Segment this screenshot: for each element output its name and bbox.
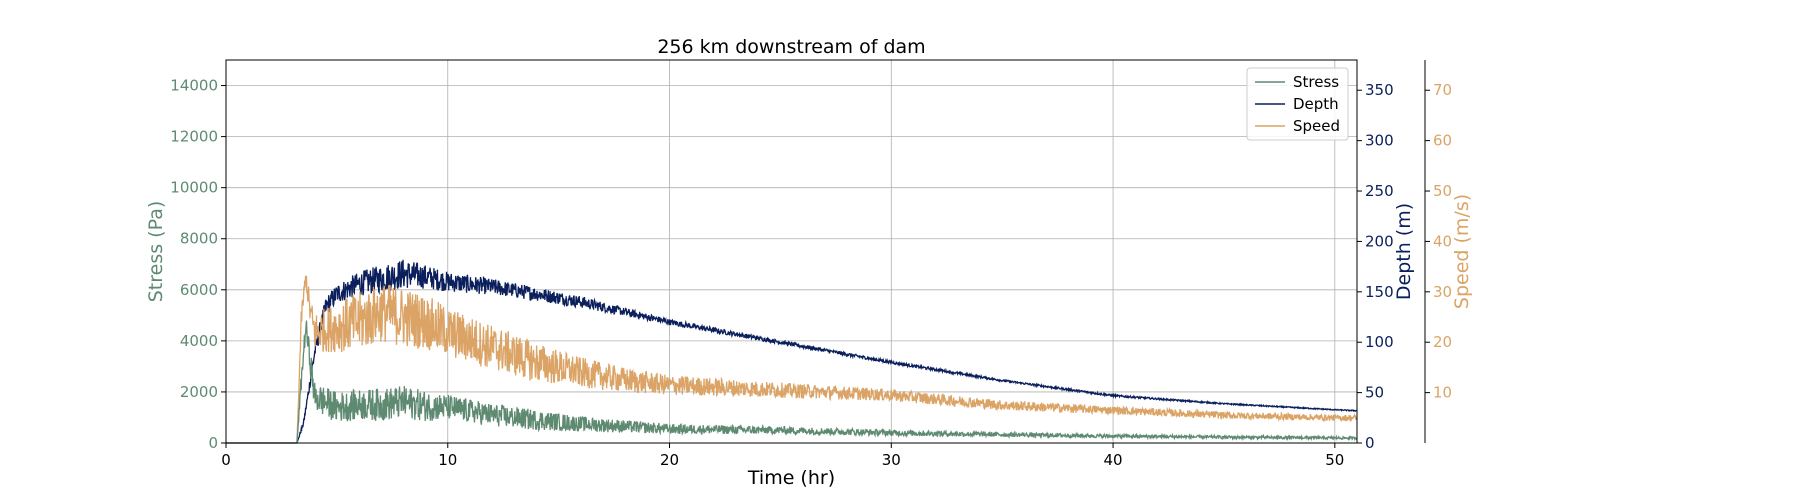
series-lines xyxy=(226,259,1358,444)
stress-axis-title: Stress (Pa) xyxy=(145,201,167,303)
stress-tick-label: 12000 xyxy=(170,128,218,146)
x-tick-label: 10 xyxy=(438,451,457,469)
legend-label-speed: Speed xyxy=(1293,117,1340,135)
depth-tick-label: 100 xyxy=(1365,333,1394,351)
stress-tick-label: 8000 xyxy=(180,230,218,248)
depth-tick-label: 0 xyxy=(1365,434,1375,452)
grid-lines xyxy=(225,60,1357,444)
x-tick-label: 40 xyxy=(1104,451,1123,469)
series-line-depth xyxy=(226,259,1358,444)
depth-axis-title: Depth (m) xyxy=(1393,203,1415,300)
speed-axis-title: Speed (m/s) xyxy=(1451,194,1473,309)
depth-tick-label: 150 xyxy=(1365,283,1394,301)
depth-tick-label: 300 xyxy=(1365,132,1394,150)
legend-box xyxy=(1246,67,1349,141)
stress-tick-label: 14000 xyxy=(170,77,218,95)
x-tick-label: 20 xyxy=(660,451,679,469)
speed-tick-label: 30 xyxy=(1433,283,1452,301)
speed-tick-label: 50 xyxy=(1433,182,1452,200)
depth-tick-label: 50 xyxy=(1365,384,1384,402)
x-axis-title: Time (hr) xyxy=(747,467,835,489)
stress-tick-label: 6000 xyxy=(180,281,218,299)
x-tick-label: 0 xyxy=(221,451,231,469)
speed-tick-label: 70 xyxy=(1433,81,1452,99)
depth-tick-label: 250 xyxy=(1365,182,1394,200)
stress-tick-label: 4000 xyxy=(180,332,218,350)
chart-title: 256 km downstream of dam xyxy=(657,36,925,58)
depth-tick-label: 350 xyxy=(1365,81,1394,99)
legend-label-depth: Depth xyxy=(1293,95,1339,113)
legend: Stress Depth Speed xyxy=(1246,67,1349,141)
speed-tick-label: 60 xyxy=(1433,132,1452,150)
speed-tick-label: 20 xyxy=(1433,333,1452,351)
stress-tick-label: 0 xyxy=(208,434,218,452)
axes: 0 10 20 30 40 5002000400060008000100001200014… xyxy=(170,59,1452,469)
depth-tick-label: 200 xyxy=(1365,232,1394,250)
legend-label-stress: Stress xyxy=(1293,73,1339,91)
series-line-speed xyxy=(226,275,1358,444)
speed-tick-label: 40 xyxy=(1433,232,1452,250)
series-line-stress xyxy=(226,320,1358,444)
speed-tick-label: 10 xyxy=(1433,384,1452,402)
plot-frame xyxy=(225,59,1358,444)
stress-tick-label: 10000 xyxy=(170,179,218,197)
stress-tick-label: 2000 xyxy=(180,383,218,401)
x-tick-label: 30 xyxy=(882,451,901,469)
x-tick-label: 50 xyxy=(1325,451,1344,469)
